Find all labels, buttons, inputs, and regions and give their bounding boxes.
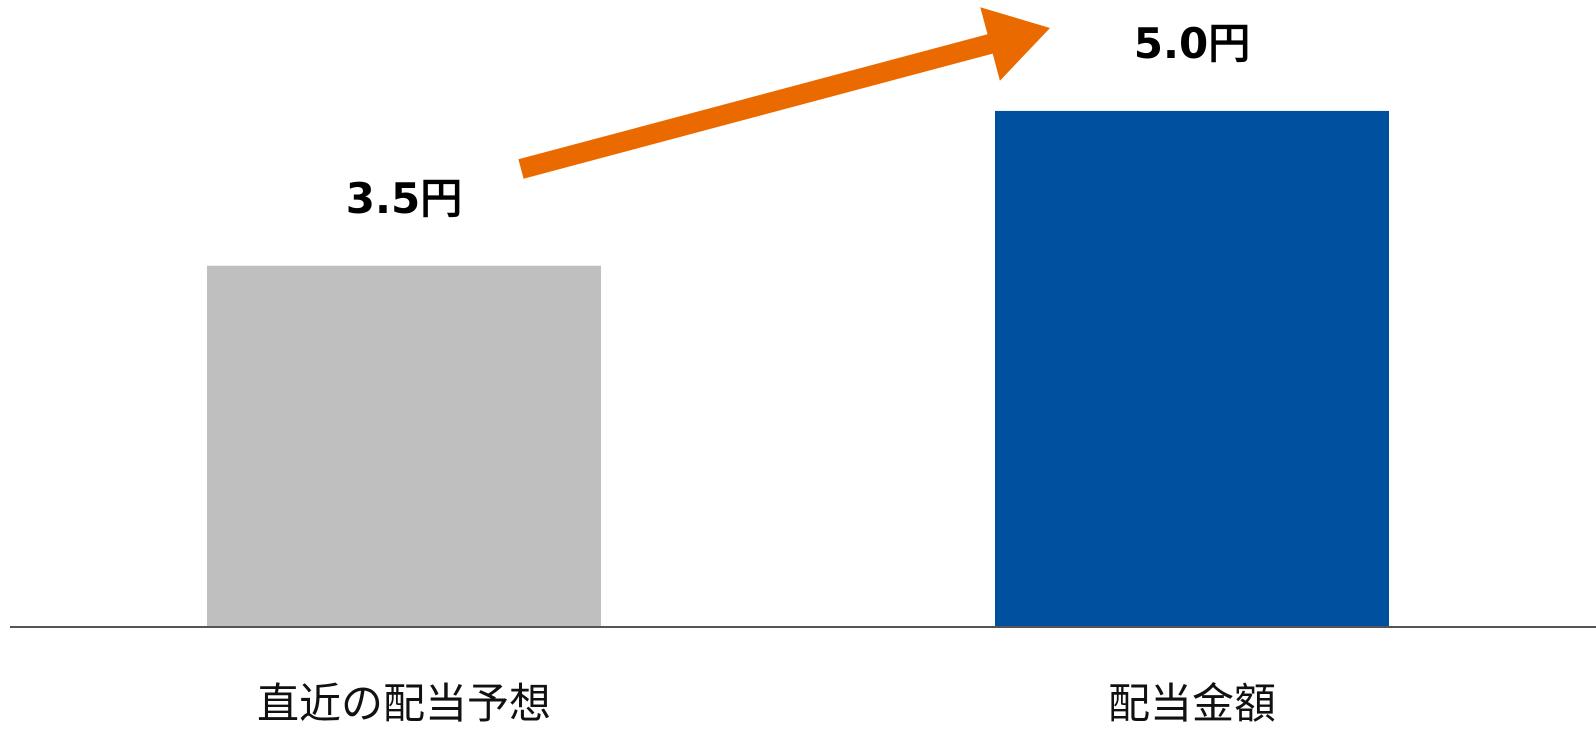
arrow-shape <box>518 7 1050 179</box>
data-label-1: 3.5円 <box>346 174 462 223</box>
category-label-1: 直近の配当予想 <box>257 679 551 728</box>
growth-arrow <box>518 7 1050 179</box>
bar-2 <box>995 110 1389 627</box>
data-label-2: 5.0円 <box>1134 19 1250 68</box>
bar-1 <box>207 265 601 627</box>
bars-group <box>207 110 1389 627</box>
category-label-2: 配当金額 <box>1108 679 1276 728</box>
